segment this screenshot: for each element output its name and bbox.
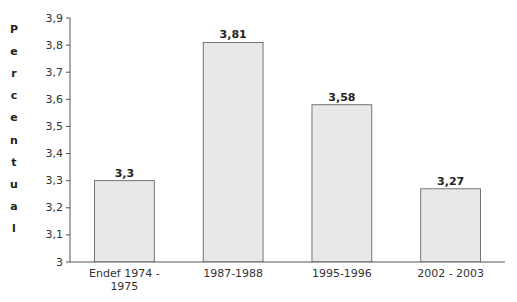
y-tick-label: 3,6 (46, 93, 64, 106)
y-tick (66, 126, 70, 127)
y-tick-label: 3,8 (46, 39, 64, 52)
y-tick-label: 3,2 (46, 201, 64, 214)
y-axis-line (70, 18, 71, 262)
bar (203, 42, 263, 262)
y-tick (66, 18, 70, 19)
y-tick (66, 72, 70, 73)
y-tick-label: 3,9 (46, 12, 64, 25)
x-tick-label: 1995-1996 (312, 267, 372, 280)
data-label: 3,81 (220, 28, 247, 41)
y-tick (66, 99, 70, 100)
x-axis-line (70, 262, 505, 263)
y-axis-label: Percentual (10, 23, 18, 236)
x-tick-label: Endef 1974 -1975 (89, 267, 160, 293)
y-tick-label: 3,3 (46, 174, 64, 187)
bar (312, 105, 372, 262)
y-tick-label: 3,5 (46, 120, 64, 133)
y-tick (66, 207, 70, 208)
x-tick-label: 2002 - 2003 (417, 267, 484, 280)
y-tick-label: 3,1 (46, 228, 64, 241)
y-tick-label: 3,7 (46, 66, 64, 79)
y-tick (66, 180, 70, 181)
data-label: 3,27 (437, 175, 464, 188)
bars (94, 42, 480, 262)
x-tick-label: 1987-1988 (203, 267, 263, 280)
data-label: 3,3 (115, 167, 135, 180)
y-tick-label: 3,4 (46, 147, 64, 160)
y-tick (66, 234, 70, 235)
bar (421, 189, 481, 262)
y-tick (66, 262, 70, 263)
y-tick (66, 45, 70, 46)
y-tick (66, 153, 70, 154)
y-tick-label: 3 (56, 256, 63, 269)
chart-svg: 3,3 3,81 3,58 3,27 3 3,1 3,2 3,3 3,4 3,5 3,6 3,7 3,8… (0, 0, 517, 302)
bar (94, 181, 154, 262)
chart-container: 3,3 3,81 3,58 3,27 3 3,1 3,2 3,3 3,4 3,5 3,6 3,7 3,8… (0, 0, 517, 302)
data-label: 3,58 (328, 91, 355, 104)
